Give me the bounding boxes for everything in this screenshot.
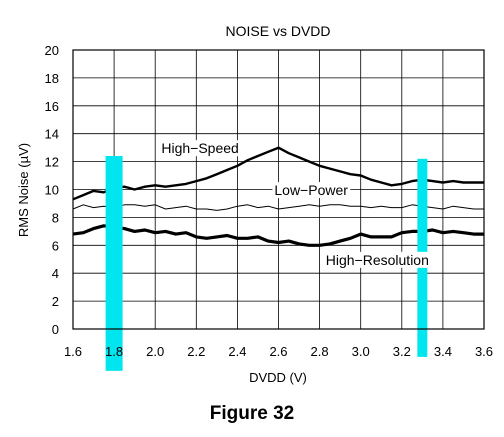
y-tick-label-10: 20 [45, 43, 59, 58]
y-tick-label-0: 0 [52, 322, 59, 337]
x-tick-label-9: 3.4 [434, 344, 452, 359]
x-tick-label-6: 2.8 [311, 344, 329, 359]
series-label-bg-2 [323, 251, 431, 268]
y-tick-label-5: 10 [45, 183, 59, 198]
y-axis-label: RMS Noise (µV) [16, 143, 31, 237]
series-line-1 [72, 204, 484, 211]
x-tick-labels: 1.6 1.8 2.0 2.2 2.4 2.6 2.8 3.0 3.2 3.4 3.6 [64, 344, 493, 359]
y-tick-label-8: 16 [45, 99, 59, 114]
y-tick-label-6: 12 [45, 155, 59, 170]
chart-title: NOISE vs DVDD [225, 23, 330, 39]
x-tick-label-7: 3.0 [352, 344, 370, 359]
series-group [72, 146, 484, 247]
plot-frame [72, 49, 485, 330]
series-label-bg-0 [159, 140, 241, 157]
series-label-1: Low−Power [274, 182, 348, 198]
x-tick-label-0: 1.6 [64, 344, 82, 359]
series-label-bg-1 [272, 182, 351, 199]
noise-vs-dvdd-chart: NOISE vs DVDD DVDD (V) RMS Noise (µV) 0 2… [16, 23, 493, 385]
x-tick-label-8: 3.2 [393, 344, 411, 359]
x-tick-label-10: 3.6 [475, 344, 493, 359]
series-label-0: High−Speed [161, 140, 238, 156]
y-tick-label-4: 8 [52, 210, 59, 225]
figure-caption: Figure 32 [209, 403, 295, 424]
y-tick-label-3: 6 [52, 238, 59, 253]
x-tick-label-1: 1.8 [105, 344, 123, 359]
y-tick-label-9: 18 [45, 71, 59, 86]
y-tick-labels: 0 2 4 6 8 10 12 14 16 18 20 [45, 43, 59, 337]
x-axis-label: DVDD (V) [249, 370, 307, 385]
highlight-band-0 [105, 156, 123, 371]
series-line-2 [72, 224, 484, 247]
series-label-2: High−Resolution [326, 252, 429, 268]
x-tick-label-2: 2.0 [146, 344, 164, 359]
x-tick-label-4: 2.4 [228, 344, 246, 359]
y-tick-label-7: 14 [45, 127, 59, 142]
series-line-0 [72, 146, 484, 201]
x-tick-label-5: 2.6 [269, 344, 287, 359]
y-tick-label-2: 4 [52, 266, 59, 281]
y-tick-label-1: 2 [52, 294, 59, 309]
series-labels: High−Speed Low−Power High−Resolution [159, 140, 431, 268]
x-tick-label-3: 2.2 [187, 344, 205, 359]
